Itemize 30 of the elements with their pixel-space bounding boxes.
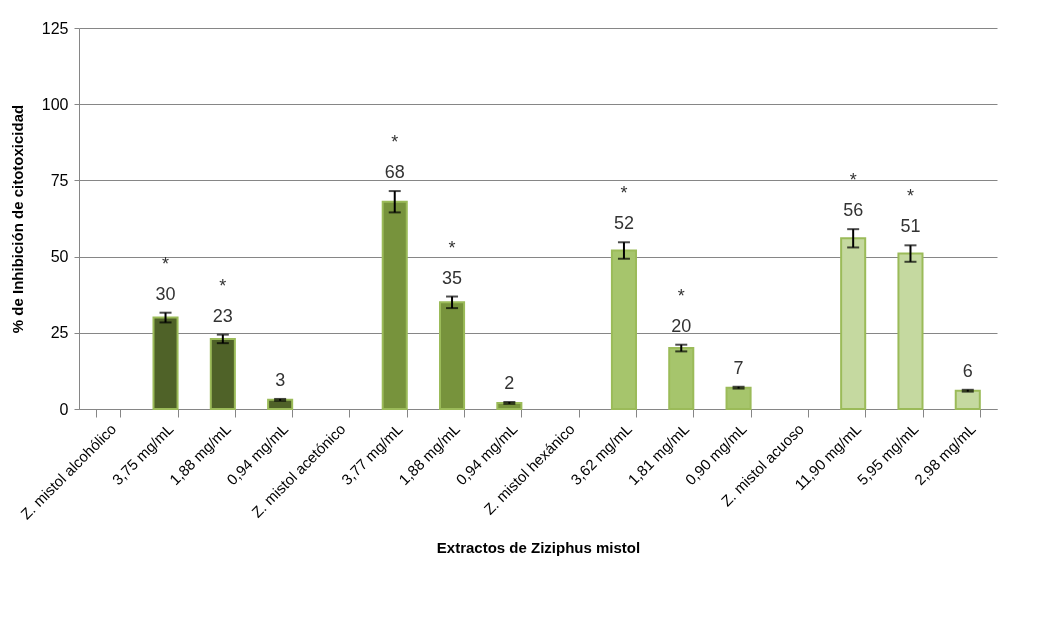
data-label: * 35: [442, 237, 463, 288]
bar: [725, 386, 752, 410]
data-label: * 68: [384, 132, 405, 183]
data-label: * 20: [671, 285, 692, 336]
x-axis-title: Extractos de Ziziphus mistol: [436, 539, 641, 557]
bar: [381, 200, 408, 410]
bar: [439, 301, 466, 410]
bar: [954, 389, 981, 410]
y-tick-label: 75: [50, 171, 69, 189]
y-tick-label: 0: [59, 400, 69, 418]
bar: [840, 237, 867, 410]
bar: [897, 252, 924, 410]
y-tick-label: 25: [50, 324, 69, 342]
data-label: 6: [962, 360, 973, 381]
data-label: * 51: [900, 186, 921, 237]
bar: [209, 337, 236, 410]
data-label: * 30: [155, 253, 176, 304]
y-tick-label: 50: [50, 248, 69, 266]
y-axis-title: % de Inhibición de citotoxicidad: [8, 104, 26, 334]
data-label: 7: [733, 357, 744, 378]
data-label: * 23: [212, 275, 233, 326]
data-label: 3: [275, 369, 286, 390]
y-tick-label: 125: [41, 19, 69, 37]
bar: [668, 347, 695, 410]
bar: [152, 316, 179, 410]
data-label: 2: [504, 372, 515, 393]
bar: [610, 249, 637, 410]
y-tick-label: 100: [41, 95, 69, 113]
data-label: * 52: [613, 183, 634, 234]
data-label: * 56: [843, 170, 864, 221]
